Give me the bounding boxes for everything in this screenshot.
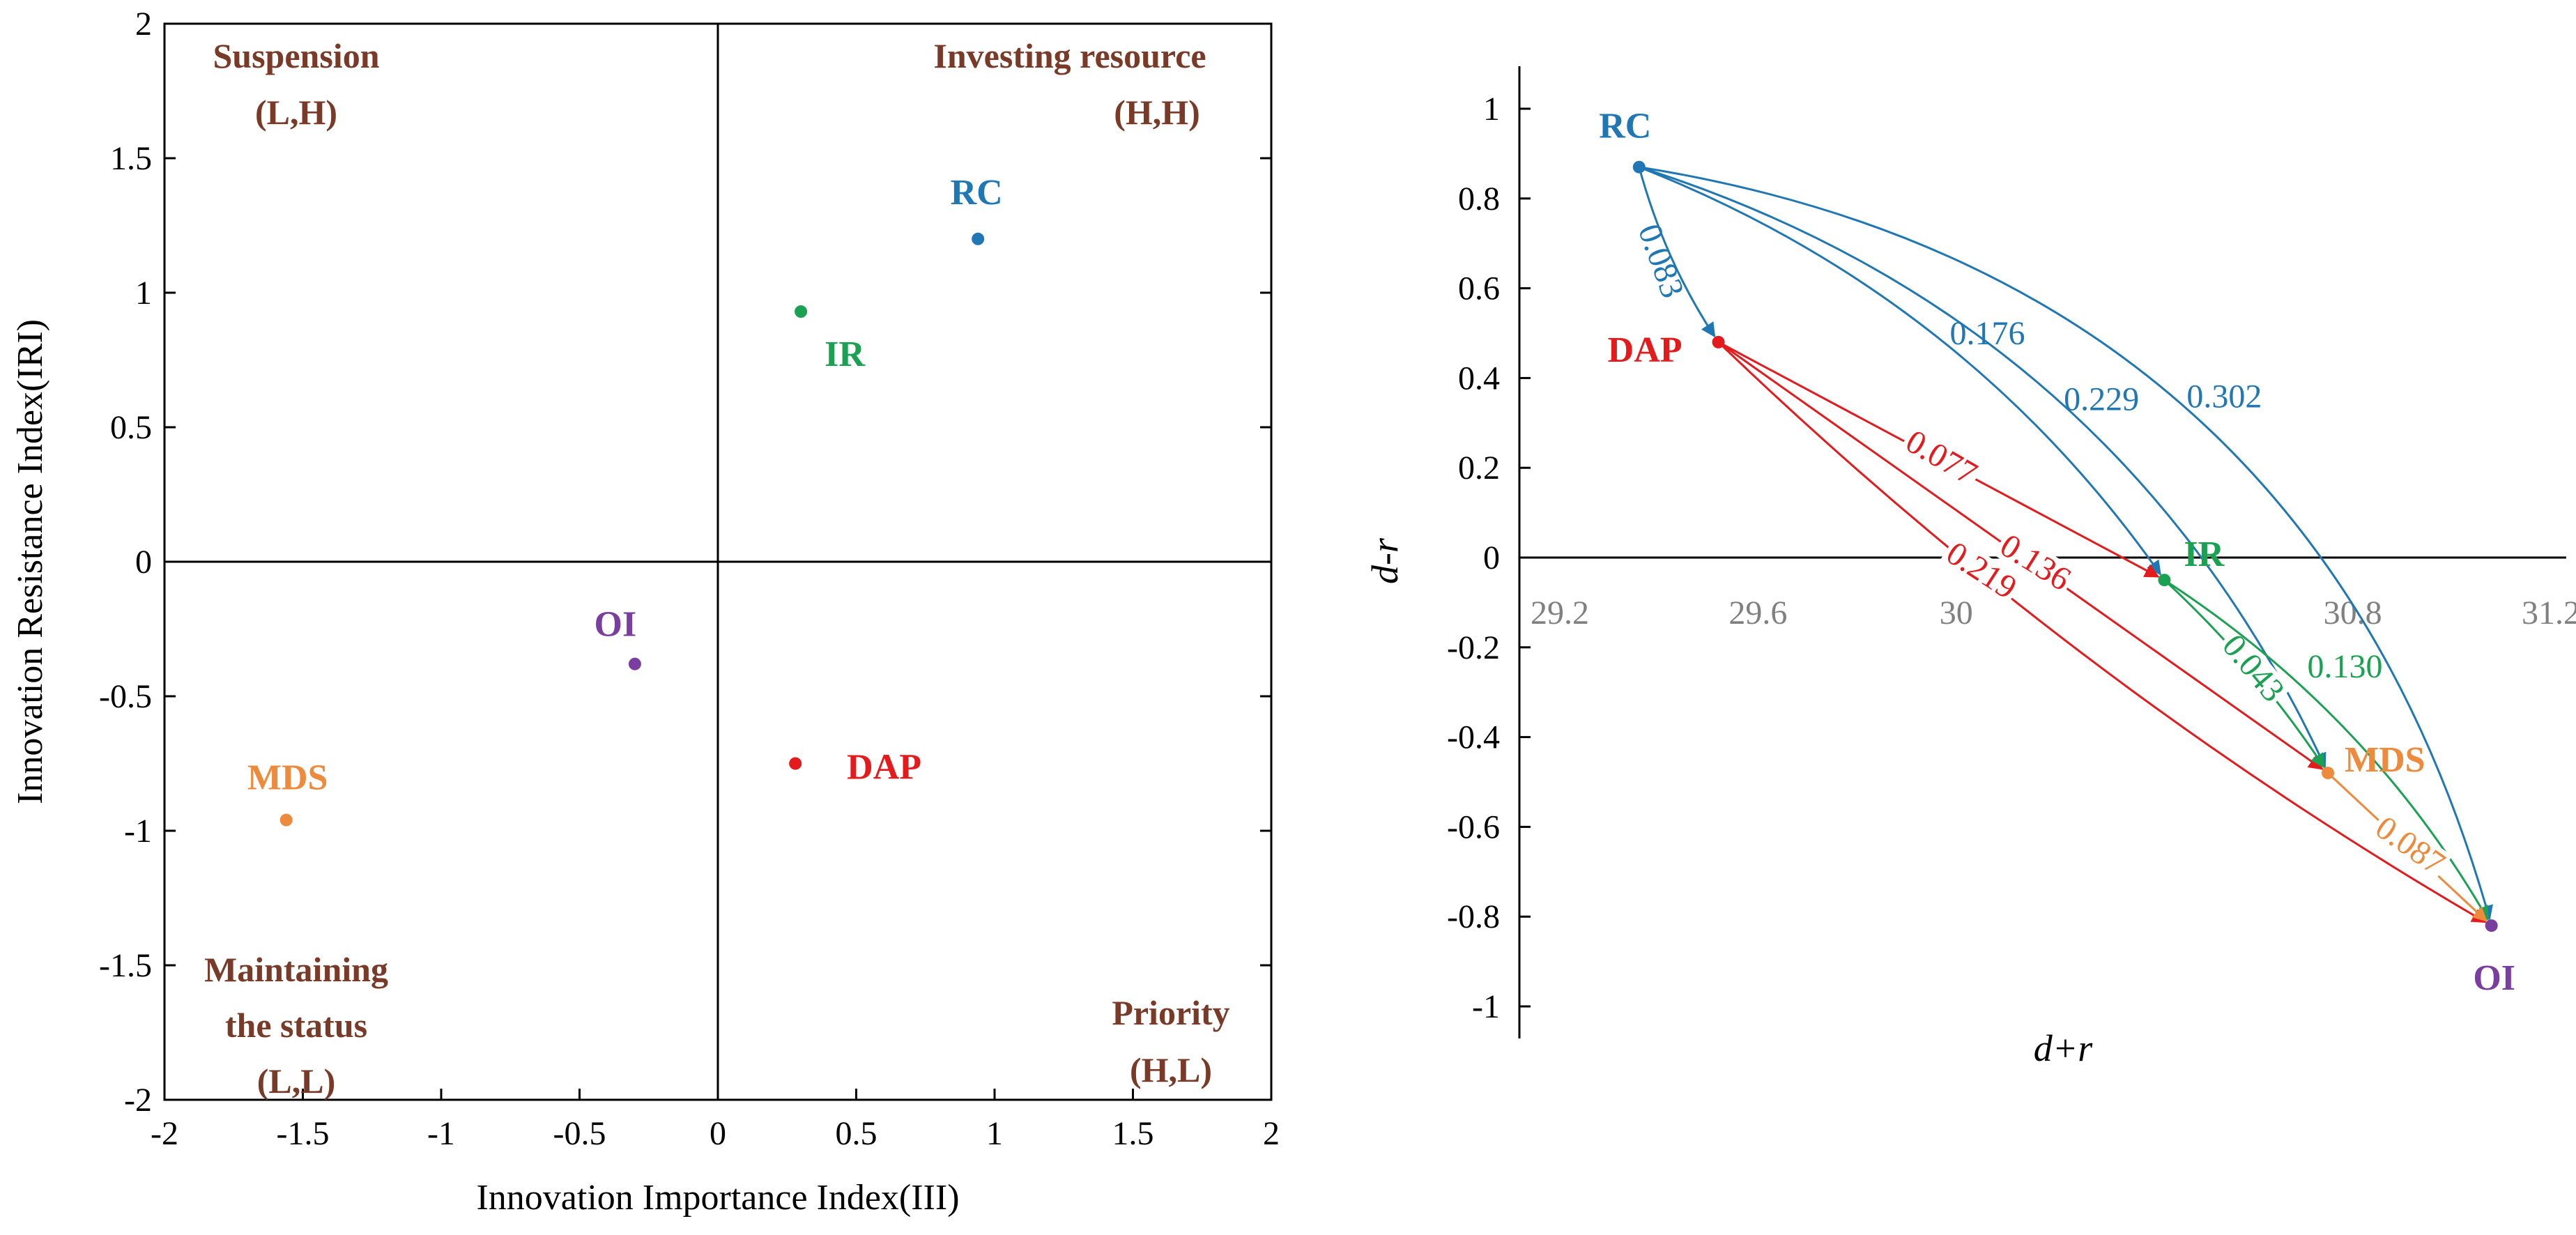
y-tick-label: -0.2: [1447, 629, 1500, 666]
causal-diagram: 10.80.60.40.20-0.2-0.4-0.6-0.8-1 29.2 29.…: [1364, 66, 2576, 1069]
quadrant-maintaining-code: (L,L): [257, 1061, 336, 1100]
node-label-rc: RC: [1599, 107, 1651, 146]
x-axis-title: d+r: [2034, 1027, 2093, 1069]
edge-weight-rc-mds: 0.229: [2064, 381, 2139, 418]
node-label-ir: IR: [2184, 535, 2225, 574]
x-tick-label: 31.2: [2522, 595, 2576, 631]
causal-nodes: RC DAP IR MDS OI: [1599, 107, 2515, 998]
y-tick-label: 0: [1483, 539, 1500, 576]
y-ticks: 2 1.5 1 0.5 0 -0.5 -1 -1.5 -2: [99, 6, 1271, 1119]
y-tick-label: -1: [1472, 988, 1500, 1025]
point-label-oi: OI: [595, 605, 637, 645]
edge-weight-rc-dap: 0.083: [1631, 220, 1692, 303]
edge-label-backing: [1939, 535, 2024, 606]
x-tick-label: 30.8: [2324, 595, 2382, 631]
x-tick-label: 1.5: [1112, 1115, 1154, 1152]
y-tick-label: 0.8: [1458, 181, 1500, 217]
x-tick-label: -0.5: [553, 1115, 606, 1152]
y-tick-label: 0.6: [1458, 270, 1500, 307]
point-oi: [628, 657, 641, 670]
quadrant-priority-code: (H,L): [1130, 1050, 1212, 1089]
scatter-points: RC IR DAP OI MDS: [247, 173, 1003, 827]
y-tick-label: 0: [135, 544, 152, 581]
edge-weight-dap-ir: 0.077: [1899, 423, 1983, 493]
y-tick-label: 0.4: [1458, 360, 1500, 397]
y-axis-title: Innovation Resistance Index(IRI): [10, 319, 50, 804]
edge-weight-rc-ir: 0.176: [1949, 315, 2025, 352]
x-tick-label: 29.2: [1531, 595, 1589, 631]
edge-label-backing: [2368, 809, 2453, 882]
quadrant-suspension-code: (L,H): [255, 93, 337, 132]
y-tick-label: 2: [135, 6, 152, 43]
node-ir: [2158, 574, 2171, 587]
y-tick-label: 1.5: [110, 140, 152, 177]
node-oi: [2485, 919, 2498, 933]
edge-rc-ir: [1639, 166, 2161, 576]
edge-ir-oi: [2163, 578, 2489, 921]
x-ticks: -2 -1.5 -1 -0.5 0 0.5 1 1.5 2: [151, 1089, 1280, 1152]
point-label-rc: RC: [951, 173, 1003, 213]
edge-label-backing: [1993, 528, 2078, 597]
node-label-oi: OI: [2473, 958, 2515, 998]
y-ticks: 1 0.8 0.6 0.4 0.2 0 -0.2 -0.4 -0.6 -0.8 -1: [1447, 91, 1531, 1025]
node-label-dap: DAP: [1608, 330, 1682, 370]
y-tick-label: -0.6: [1447, 808, 1500, 845]
quadrant-suspension-title: Suspension: [213, 36, 379, 75]
quadrant-priority-title: Priority: [1112, 993, 1229, 1032]
y-tick-label: 0.5: [110, 409, 152, 446]
y-tick-label: -0.5: [99, 678, 152, 715]
y-tick-label: -0.4: [1447, 719, 1500, 756]
edge-rc-oi: [1639, 166, 2493, 921]
x-tick-label: 0: [710, 1115, 726, 1152]
point-ir: [795, 305, 808, 319]
x-tick-label: -1.5: [277, 1115, 330, 1152]
quadrant-maintaining-title-2: the status: [225, 1006, 367, 1045]
point-label-ir: IR: [825, 335, 866, 374]
edge-weight-rc-oi: 0.302: [2186, 378, 2262, 415]
quadrant-investing-code: (H,H): [1114, 93, 1200, 132]
node-rc: [1632, 160, 1646, 174]
x-tick-label: 1: [986, 1115, 1003, 1152]
edge-label-backing: [1899, 423, 1984, 491]
quadrant-maintaining-title-1: Maintaining: [204, 950, 388, 989]
y-tick-label: -2: [124, 1082, 152, 1119]
point-rc: [972, 232, 985, 245]
x-tick-label: -1: [427, 1115, 455, 1152]
y-tick-label: -1.5: [99, 947, 152, 984]
x-axis-title: Innovation Importance Index(III): [476, 1178, 959, 1218]
y-tick-label: 1: [135, 275, 152, 312]
node-mds: [2322, 767, 2335, 780]
node-label-mds: MDS: [2345, 740, 2425, 780]
x-ticks: 29.2 29.6 30 30.8 31.2: [1531, 595, 2576, 631]
y-tick-label: 0.2: [1458, 450, 1500, 486]
quadrant-chart: -2 -1.5 -1 -0.5 0 0.5 1 1.5 2 2 1.5 1 0.5 0 -0.5 -1 -1.…: [10, 6, 1280, 1218]
y-tick-label: -1: [124, 813, 152, 850]
edge-rc-dap: [1638, 167, 1716, 338]
y-tick-label: 1: [1483, 91, 1500, 128]
point-dap: [789, 757, 802, 770]
node-dap: [1712, 335, 1725, 348]
edge-dap-oi: [1717, 341, 2487, 923]
edge-weight-ir-oi: 0.130: [2307, 648, 2382, 685]
edge-label-backing: [2215, 627, 2292, 709]
point-label-dap: DAP: [847, 748, 921, 788]
x-tick-label: -2: [151, 1115, 178, 1152]
quadrant-investing-title: Investing resource: [933, 36, 1206, 75]
edge-rc-mds: [1639, 166, 2326, 768]
x-tick-label: 29.6: [1728, 595, 1787, 631]
x-tick-label: 0.5: [836, 1115, 877, 1152]
y-axis-title: d-r: [1364, 537, 1406, 584]
point-label-mds: MDS: [247, 758, 328, 798]
point-mds: [279, 813, 293, 827]
x-tick-label: 30: [1940, 595, 1973, 631]
y-tick-label: -0.8: [1447, 898, 1500, 935]
x-tick-label: 2: [1263, 1115, 1280, 1152]
